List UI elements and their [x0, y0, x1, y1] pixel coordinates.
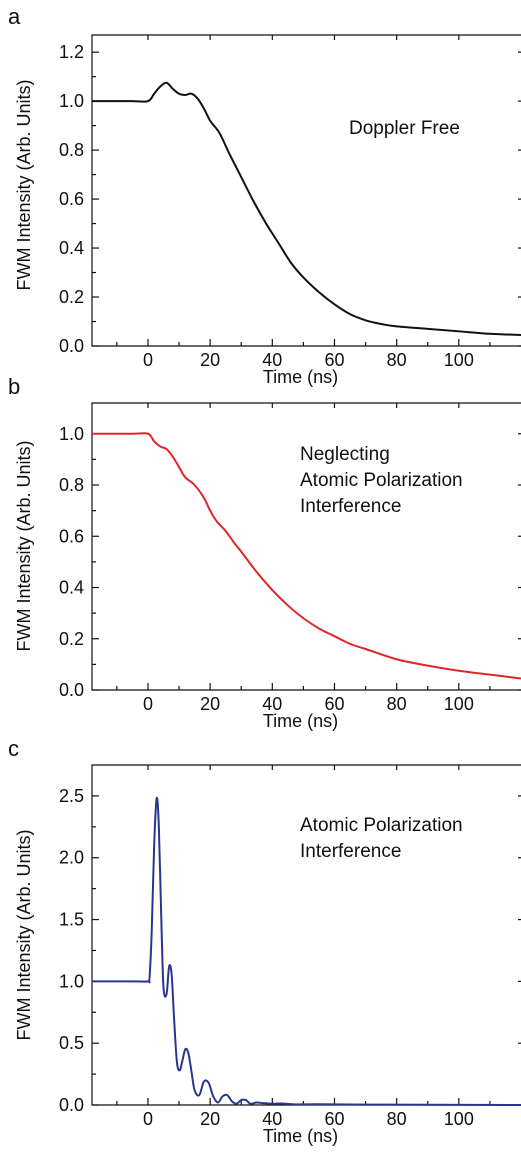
x-axis-label: Time (ns)	[263, 711, 338, 731]
y-tick-label: 0.4	[59, 578, 84, 598]
y-axis-label: FWM Intensity (Arb. Units)	[14, 829, 34, 1040]
y-tick-label: 0.6	[59, 526, 84, 546]
annotation-line: Doppler Free	[349, 118, 460, 139]
x-tick-label: 100	[444, 350, 474, 370]
panel-letter: c	[8, 736, 19, 761]
annotation-line: Atomic Polarization	[300, 470, 463, 491]
chart-panel-c: c 0.0 0.5 1.0 1.5 2.0 2.5 0 20 40 60 80 100 Time (ns)…	[8, 736, 521, 1146]
y-tick-label: 2.0	[59, 848, 84, 868]
y-tick-label: 1.0	[59, 91, 84, 111]
plot-frame	[91, 402, 521, 691]
y-tick-label: 0.6	[59, 189, 84, 209]
x-tick-label: 0	[143, 350, 153, 370]
annotation-line: Atomic Polarization	[300, 815, 463, 836]
y-axis-label: FWM Intensity (Arb. Units)	[14, 79, 34, 290]
x-tick-label: 0	[143, 694, 153, 714]
y-tick-label: 0.8	[59, 140, 84, 160]
y-tick-label: 1.0	[59, 971, 84, 991]
panel-letter: b	[8, 374, 20, 399]
y-tick-label: 0.2	[59, 287, 84, 307]
series-line	[92, 796, 521, 1106]
x-axis-label: Time (ns)	[263, 367, 338, 387]
x-tick-label: 20	[200, 694, 220, 714]
y-tick-label: 0.8	[59, 475, 84, 495]
y-tick-label: 2.5	[59, 786, 84, 806]
annotation-line: Neglecting	[300, 444, 390, 465]
chart-panel-b: b 0.0 0.2 0.4 0.6 0.8 1.0 0 20 40 60 80 100 Time (ns)…	[8, 374, 521, 731]
x-tick-label: 100	[444, 694, 474, 714]
y-tick-label: 1.5	[59, 910, 84, 930]
y-tick-label: 0.5	[59, 1033, 84, 1053]
series-line	[92, 432, 521, 680]
y-tick-label: 1.0	[59, 424, 84, 444]
x-tick-label: 60	[324, 694, 344, 714]
y-tick-label: 1.2	[59, 42, 84, 62]
y-tick-label: 0.4	[59, 238, 84, 258]
x-tick-label: 80	[387, 1109, 407, 1129]
y-tick-label: 0.2	[59, 629, 84, 649]
x-tick-label: 100	[444, 1109, 474, 1129]
panel-letter: a	[8, 4, 21, 29]
x-tick-label: 0	[143, 1109, 153, 1129]
x-tick-label: 20	[200, 1109, 220, 1129]
x-tick-label: 60	[324, 1109, 344, 1129]
annotation-line: Interference	[300, 496, 401, 517]
y-tick-label: 0.0	[59, 1095, 84, 1115]
x-tick-label: 20	[200, 350, 220, 370]
x-axis-label: Time (ns)	[263, 1126, 338, 1146]
y-axis-label: FWM Intensity (Arb. Units)	[14, 440, 34, 651]
plot-frame	[91, 34, 521, 347]
x-tick-label: 60	[324, 350, 344, 370]
x-tick-label: 40	[262, 1109, 282, 1129]
x-tick-label: 40	[262, 350, 282, 370]
series-line	[92, 81, 521, 336]
x-tick-label: 40	[262, 694, 282, 714]
annotation-line: Interference	[300, 841, 401, 862]
x-tick-label: 80	[387, 350, 407, 370]
chart-panel-a: a 0.0 0.2 0.4 0.6 0.8 1.0 1.2 0 20 40 60 80 100 Time (…	[8, 4, 521, 387]
x-tick-label: 80	[387, 694, 407, 714]
y-tick-label: 0.0	[59, 680, 84, 700]
y-tick-label: 0.0	[59, 336, 84, 356]
